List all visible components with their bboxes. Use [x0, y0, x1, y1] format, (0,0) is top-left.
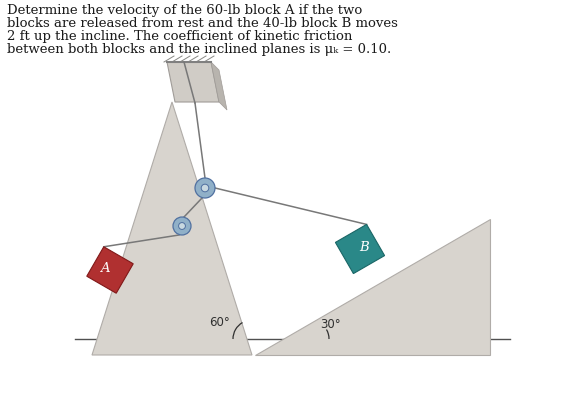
Text: B: B: [359, 240, 369, 253]
Circle shape: [195, 178, 215, 198]
Circle shape: [201, 184, 209, 192]
Text: A: A: [100, 262, 110, 275]
Circle shape: [173, 217, 191, 235]
Text: blocks are released from rest and the 40-lb block B moves: blocks are released from rest and the 40…: [7, 17, 398, 30]
Polygon shape: [255, 219, 490, 355]
Polygon shape: [211, 62, 227, 110]
Text: between both blocks and the inclined planes is μₖ = 0.10.: between both blocks and the inclined pla…: [7, 43, 391, 56]
Polygon shape: [335, 225, 384, 273]
Polygon shape: [92, 102, 252, 355]
Polygon shape: [87, 247, 133, 293]
Text: 60°: 60°: [210, 316, 230, 329]
Circle shape: [179, 223, 186, 229]
Polygon shape: [167, 62, 219, 102]
Text: 2 ft up the incline. The coefficient of kinetic friction: 2 ft up the incline. The coefficient of …: [7, 30, 352, 43]
Text: 30°: 30°: [320, 318, 340, 331]
Text: Determine the velocity of the 60-lb block A if the two: Determine the velocity of the 60-lb bloc…: [7, 4, 362, 17]
